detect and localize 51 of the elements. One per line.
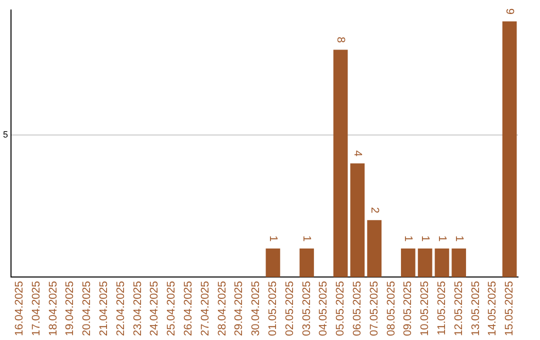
data-label: 1 bbox=[452, 236, 465, 242]
x-tick-label: 02.05.2025 bbox=[284, 280, 296, 336]
x-tick-label: 01.05.2025 bbox=[266, 280, 279, 336]
y-tick-label: 5 bbox=[2, 129, 8, 140]
x-tick-label: 03.05.2025 bbox=[300, 280, 313, 336]
bar bbox=[400, 248, 416, 277]
x-tick-label: 24.04.2025 bbox=[148, 280, 161, 336]
x-tick-label: 06.05.2025 bbox=[351, 280, 364, 336]
bar bbox=[502, 21, 517, 277]
x-tick-label: 15.05.2025 bbox=[504, 280, 516, 336]
x-tick-label: 19.04.2025 bbox=[64, 280, 76, 336]
data-label: 9 bbox=[504, 8, 516, 14]
x-tick-label: 11.05.2025 bbox=[436, 280, 448, 336]
x-tick-label: 10.05.2025 bbox=[419, 280, 432, 336]
data-label: 1 bbox=[436, 236, 448, 242]
x-tick-label: 07.05.2025 bbox=[368, 280, 380, 336]
x-tick-label: 22.04.2025 bbox=[114, 280, 127, 336]
x-tick-label: 27.04.2025 bbox=[199, 280, 212, 336]
x-tick-label: 25.04.2025 bbox=[166, 280, 178, 336]
x-tick-label: 08.05.2025 bbox=[385, 280, 398, 336]
data-label: 8 bbox=[334, 36, 347, 43]
x-tick-label: 18.04.2025 bbox=[47, 280, 60, 336]
x-tick-label: 04.05.2025 bbox=[318, 280, 330, 336]
bar bbox=[452, 248, 466, 277]
x-tick-label: 21.04.2025 bbox=[98, 280, 110, 336]
bar bbox=[367, 220, 382, 277]
data-label: 1 bbox=[266, 236, 279, 242]
data-label: 1 bbox=[419, 236, 432, 242]
x-tick-label: 12.05.2025 bbox=[452, 280, 465, 336]
data-label: 2 bbox=[368, 207, 380, 214]
x-tick-label: 16.04.2025 bbox=[13, 280, 26, 336]
bar bbox=[266, 248, 280, 277]
bar bbox=[350, 163, 365, 277]
x-tick-label: 13.05.2025 bbox=[470, 280, 482, 336]
x-tick-label: 09.05.2025 bbox=[402, 280, 414, 336]
x-tick-label: 26.04.2025 bbox=[182, 280, 194, 336]
x-tick-label: 05.05.2025 bbox=[334, 280, 347, 336]
x-tick-label: 17.04.2025 bbox=[30, 280, 42, 336]
data-label: 4 bbox=[351, 150, 364, 156]
bar bbox=[333, 50, 348, 277]
x-tick-label: 23.04.2025 bbox=[132, 280, 144, 336]
bar bbox=[434, 248, 450, 277]
bar bbox=[300, 248, 314, 277]
x-tick-label: 20.04.2025 bbox=[81, 280, 94, 336]
data-label: 1 bbox=[300, 236, 313, 242]
x-tick-label: 29.04.2025 bbox=[233, 280, 246, 336]
bar bbox=[418, 248, 432, 277]
x-tick-label: 28.04.2025 bbox=[216, 280, 228, 336]
data-label: 1 bbox=[402, 236, 414, 242]
x-tick-label: 14.05.2025 bbox=[486, 280, 499, 336]
x-tick-label: 30.04.2025 bbox=[250, 280, 262, 336]
